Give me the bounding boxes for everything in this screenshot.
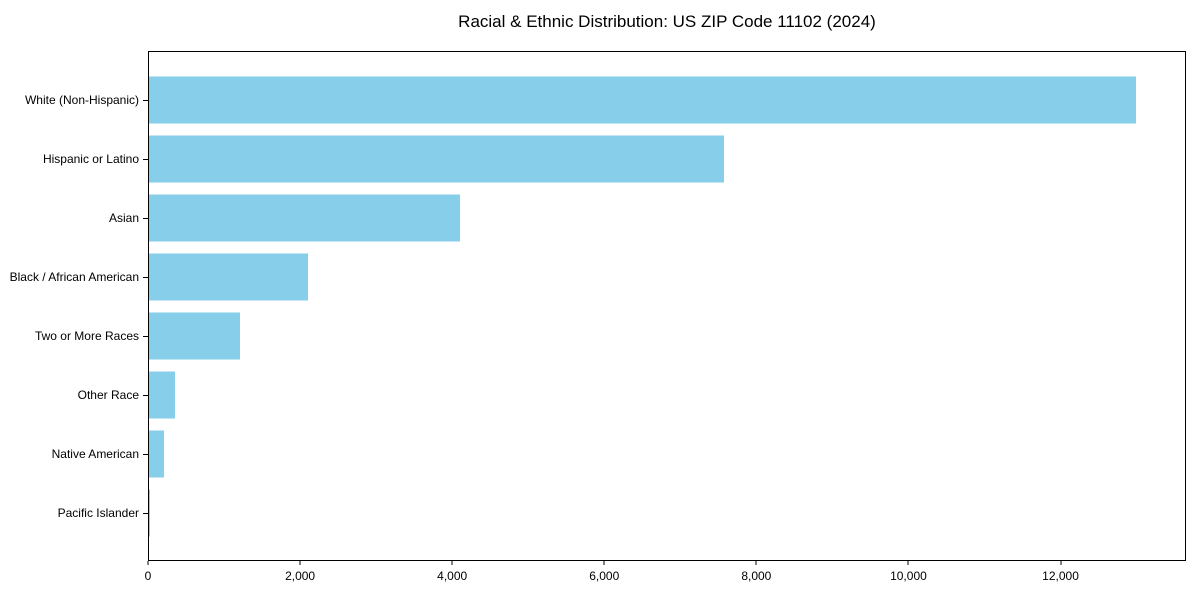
- y-axis-label: White (Non-Hispanic): [24, 92, 139, 107]
- x-tick-label: 4,000: [437, 569, 468, 583]
- y-tick-mark: [143, 512, 148, 514]
- plot-area: White (Non-Hispanic) Hispanic or Latino As…: [10, 51, 1186, 561]
- x-tick-label: 0: [144, 569, 152, 583]
- x-axis: 0 2,000 4,000 6,000 8,000 10,000 12,000: [144, 561, 1186, 591]
- chart-title: Racial & Ethnic Distribution: US ZIP Cod…: [458, 12, 876, 31]
- x-tick-mark: [1060, 561, 1062, 565]
- chart-row: Other Race: [78, 365, 1185, 424]
- x-tick-label: 8,000: [741, 569, 772, 583]
- y-tick-mark: [143, 394, 148, 396]
- y-tick-mark: [143, 335, 148, 337]
- y-axis-label: Black / African American: [9, 269, 139, 284]
- chart-row: Black / African American: [10, 247, 1185, 306]
- chart-row: Native American: [52, 424, 1185, 483]
- y-axis-label: Asian: [108, 210, 139, 225]
- y-axis-label: Two or More Races: [34, 328, 139, 343]
- y-tick-mark: [143, 99, 148, 101]
- rows: White (Non-Hispanic) Hispanic or Latino As…: [10, 52, 1185, 560]
- bar: [149, 194, 461, 241]
- x-tick-mark: [755, 561, 757, 565]
- x-tick-mark: [907, 561, 909, 565]
- chart-row: White (Non-Hispanic): [25, 70, 1185, 129]
- y-tick-mark: [143, 217, 148, 219]
- x-tick-label: 2,000: [285, 569, 316, 583]
- y-tick-mark: [143, 276, 148, 278]
- bar: [149, 430, 165, 477]
- x-tick-mark: [147, 561, 149, 565]
- x-tick-label: 12,000: [1042, 569, 1079, 583]
- y-axis-label: Hispanic or Latino: [42, 151, 139, 166]
- bar: [149, 76, 1136, 123]
- y-axis-label: Native American: [51, 446, 139, 461]
- bar: [149, 135, 724, 182]
- chart-row: Hispanic or Latino: [43, 129, 1185, 188]
- bar: [149, 253, 309, 300]
- bar: [149, 371, 175, 418]
- y-tick-mark: [143, 453, 148, 455]
- x-tick-mark: [603, 561, 605, 565]
- bar: [149, 312, 241, 359]
- chart-row: Pacific Islander: [58, 483, 1185, 542]
- y-tick-mark: [143, 158, 148, 160]
- x-tick-mark: [451, 561, 453, 565]
- chart-row: Asian: [109, 188, 1185, 247]
- x-tick-label: 6,000: [589, 569, 620, 583]
- x-tick-label: 10,000: [890, 569, 927, 583]
- x-tick-mark: [299, 561, 301, 565]
- chart-row: Two or More Races: [35, 306, 1185, 365]
- bar: [149, 489, 150, 536]
- y-axis-label: Pacific Islander: [57, 505, 139, 520]
- y-axis-label: Other Race: [77, 387, 139, 402]
